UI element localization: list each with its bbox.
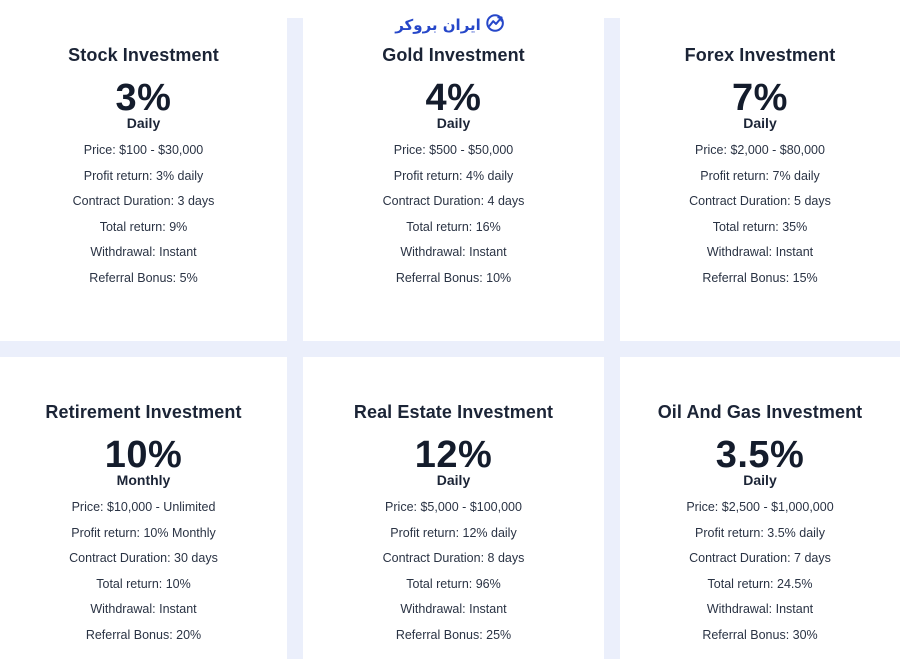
chart-trend-icon — [485, 12, 507, 38]
plan-contract-duration: Contract Duration: 5 days — [689, 194, 831, 209]
plan-profit-return: Profit return: 7% daily — [700, 168, 820, 183]
plan-period: Monthly — [116, 472, 171, 488]
plan-contract-duration: Contract Duration: 3 days — [72, 194, 215, 209]
plan-referral-bonus: Referral Bonus: 30% — [702, 627, 818, 642]
plan-title: Forex Investment — [684, 45, 836, 65]
plan-withdrawal: Withdrawal: Instant — [706, 602, 814, 617]
plan-referral-bonus: Referral Bonus: 25% — [395, 627, 512, 642]
plan-details: Price: $500 - $50,000 Profit return: 4% … — [303, 138, 604, 292]
plan-withdrawal: Withdrawal: Instant — [400, 602, 507, 617]
plan-title: Retirement Investment — [45, 402, 242, 422]
plan-contract-duration: Contract Duration: 4 days — [382, 194, 525, 209]
plan-title: Gold Investment — [382, 45, 525, 65]
plan-profit-return: Profit return: 4% daily — [393, 168, 514, 183]
plan-price: Price: $2,000 - $80,000 — [695, 143, 825, 157]
plan-withdrawal: Withdrawal: Instant — [90, 245, 197, 260]
plan-details: Price: $5,000 - $100,000 Profit return: … — [303, 495, 604, 649]
plan-price: Price: $2,500 - $1,000,000 — [686, 500, 834, 514]
plan-profit-return: Profit return: 3% daily — [83, 168, 204, 183]
plan-rate: 4% — [425, 77, 482, 119]
plan-rate: 10% — [104, 434, 183, 476]
plan-rate: 3% — [115, 77, 172, 119]
plan-total-return: Total return: 16% — [406, 219, 501, 234]
watermark-logo: ایران بروکر — [395, 12, 507, 38]
plan-period: Daily — [743, 472, 777, 488]
plan-referral-bonus: Referral Bonus: 10% — [395, 270, 512, 285]
plan-period: Daily — [436, 115, 471, 131]
plan-details: Price: $2,500 - $1,000,000 Profit return… — [620, 495, 900, 649]
plan-withdrawal: Withdrawal: Instant — [706, 245, 814, 260]
plan-price: Price: $100 - $30,000 — [83, 143, 204, 157]
plan-price: Price: $5,000 - $100,000 — [385, 500, 522, 514]
plan-withdrawal: Withdrawal: Instant — [90, 602, 197, 617]
plan-total-return: Total return: 9% — [99, 219, 188, 234]
plan-price: Price: $10,000 - Unlimited — [71, 500, 216, 514]
plan-rate: 12% — [414, 434, 493, 476]
plan-rate: 7% — [732, 77, 788, 119]
plan-referral-bonus: Referral Bonus: 20% — [85, 627, 202, 642]
plan-total-return: Total return: 96% — [406, 576, 501, 591]
plan-rate: 3.5% — [715, 434, 805, 476]
plan-title: Stock Investment — [68, 45, 219, 65]
plan-total-return: Total return: 10% — [96, 576, 191, 591]
plan-card-gold: Gold Investment 4% Daily Price: $500 - $… — [303, 0, 604, 341]
plan-total-return: Total return: 35% — [712, 219, 808, 234]
plan-card-oil-and-gas: Oil And Gas Investment 3.5% Daily Price:… — [620, 357, 900, 659]
plan-contract-duration: Contract Duration: 8 days — [382, 551, 525, 566]
plan-contract-duration: Contract Duration: 7 days — [689, 551, 831, 566]
plan-card-retirement: Retirement Investment 10% Monthly Price:… — [0, 357, 287, 659]
plan-profit-return: Profit return: 3.5% daily — [695, 525, 825, 540]
plan-details: Price: $100 - $30,000 Profit return: 3% … — [0, 138, 287, 292]
plan-contract-duration: Contract Duration: 30 days — [69, 551, 218, 566]
plan-title: Real Estate Investment — [353, 402, 554, 422]
plan-details: Price: $2,000 - $80,000 Profit return: 7… — [620, 138, 900, 292]
watermark-text: ایران بروکر — [395, 16, 481, 34]
plan-referral-bonus: Referral Bonus: 15% — [702, 270, 818, 285]
plan-profit-return: Profit return: 10% Monthly — [71, 525, 216, 540]
plan-card-forex: Forex Investment 7% Daily Price: $2,000 … — [620, 0, 900, 341]
plan-card-stock: Stock Investment 3% Daily Price: $100 - … — [0, 0, 287, 341]
plan-title: Oil And Gas Investment — [657, 402, 863, 422]
plan-referral-bonus: Referral Bonus: 5% — [89, 270, 198, 285]
plan-period: Daily — [743, 115, 777, 131]
plan-details: Price: $10,000 - Unlimited Profit return… — [0, 495, 287, 649]
plan-profit-return: Profit return: 12% daily — [390, 525, 517, 540]
plan-withdrawal: Withdrawal: Instant — [400, 245, 507, 260]
plan-card-real-estate: Real Estate Investment 12% Daily Price: … — [303, 357, 604, 659]
plan-price: Price: $500 - $50,000 — [393, 143, 514, 157]
plan-period: Daily — [126, 115, 161, 131]
plan-period: Daily — [436, 472, 471, 488]
plan-total-return: Total return: 24.5% — [707, 576, 813, 591]
